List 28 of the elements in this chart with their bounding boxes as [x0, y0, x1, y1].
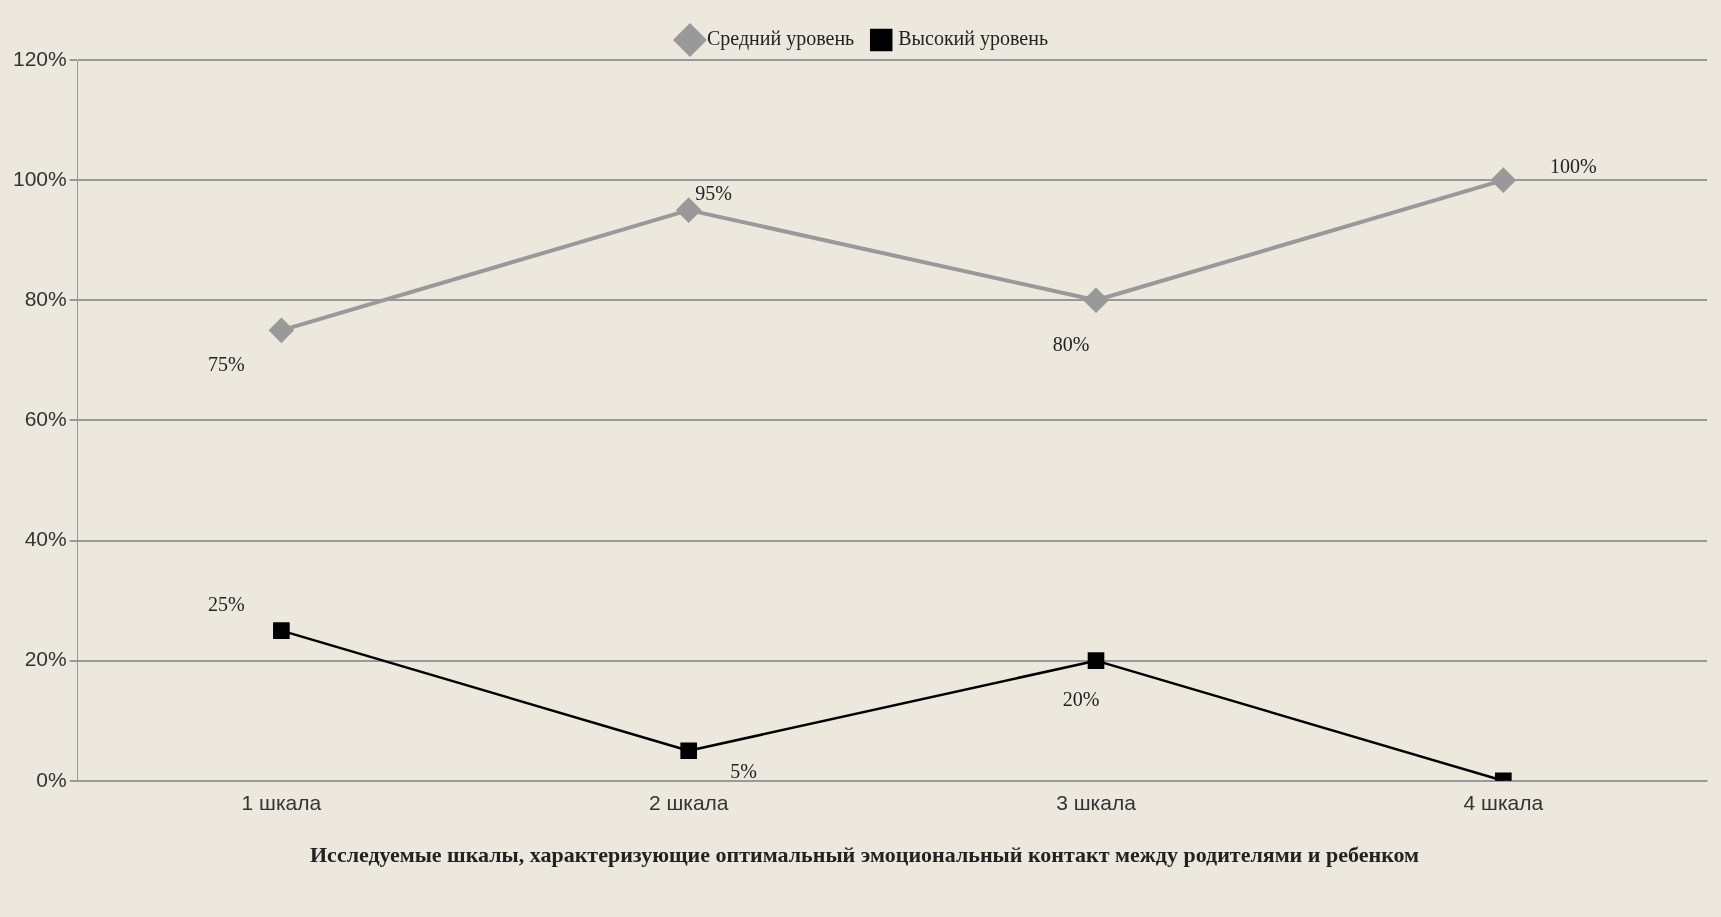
x-axis-title: Исследуемые шкалы, характеризующие оптимальный эмоциональный контакт между родителями и ребенком — [310, 841, 1421, 869]
point — [1491, 168, 1516, 193]
data-label: 5% — [730, 760, 758, 783]
y-tick-label: 80% — [24, 287, 67, 311]
data-label: 80% — [1052, 332, 1090, 355]
legend-label: Средний уровень — [706, 27, 855, 51]
x-tick-label: 1 шкала — [241, 791, 322, 815]
data-label: 75% — [208, 352, 245, 375]
y-tick-label: 100% — [12, 166, 67, 190]
point — [680, 742, 698, 760]
point — [676, 198, 701, 223]
data-label: 20% — [1062, 687, 1100, 710]
y-tick-label: 20% — [24, 647, 67, 671]
point — [273, 622, 290, 639]
y-tick-label: 120% — [12, 46, 67, 70]
x-tick-label: 3 шкала — [1056, 791, 1137, 815]
data-label: 25% — [208, 592, 245, 615]
y-tick-label: 60% — [24, 407, 67, 431]
data-label: 100% — [1550, 155, 1597, 178]
point — [1084, 288, 1109, 313]
x-tick-label: 4 шкала — [1463, 791, 1544, 815]
x-tick-label: 2 шкала — [648, 791, 729, 815]
y-tick-label: 40% — [24, 527, 67, 551]
data-label: 95% — [695, 182, 733, 205]
point — [269, 318, 294, 343]
y-tick-label: 0% — [36, 767, 67, 791]
point — [1087, 652, 1105, 669]
legend-label: Высокий уровень — [898, 27, 1049, 51]
